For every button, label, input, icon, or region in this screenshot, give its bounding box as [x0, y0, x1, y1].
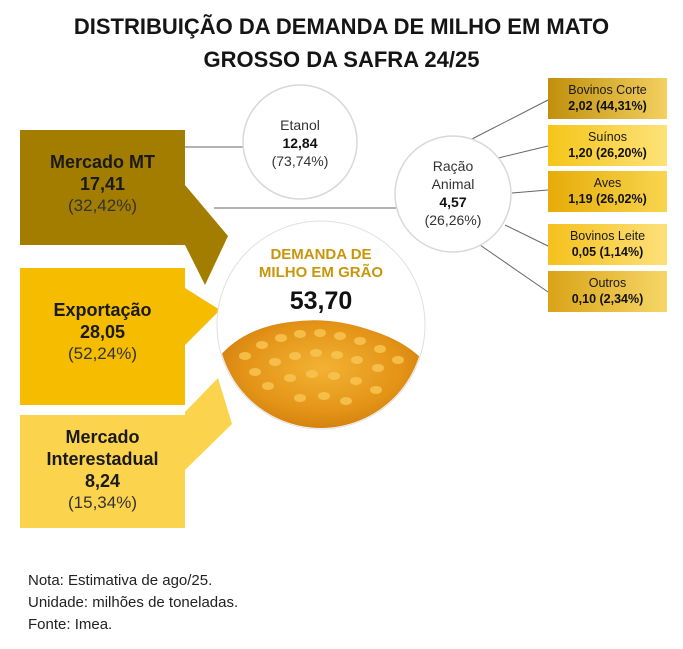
box-suinos: Suínos 1,20 (26,20%) — [548, 128, 667, 162]
connector-bovinos-corte — [469, 99, 549, 141]
etanol-percent: (73,74%) — [271, 153, 329, 169]
box-aves-shape — [548, 171, 667, 212]
note-estimativa: Nota: Estimativa de ago/25. — [28, 572, 213, 589]
racao-percent: (26,26%) — [424, 212, 482, 228]
etanol-label: Etanol — [280, 117, 320, 133]
etanol-value: 12,84 — [282, 135, 318, 151]
center-title-line-1: DEMANDA DE — [270, 246, 372, 263]
racao-circle — [394, 135, 512, 253]
center-title: DEMANDA DE MILHO EM GRÃO — [236, 246, 406, 282]
exportacao-label: Exportação — [53, 300, 152, 320]
block-mercado-mt-shape — [20, 130, 228, 285]
mercado-mt-percent: (32,42%) — [68, 196, 137, 215]
suinos-label: Suínos — [588, 130, 627, 144]
notes: Nota: Estimativa de ago/25. Unidade: mil… — [28, 570, 238, 636]
etanol-circle — [242, 84, 358, 200]
bovinos-corte-label: Bovinos Corte — [568, 83, 647, 97]
interestadual-value: 8,24 — [84, 471, 121, 491]
box-bovinos-leite: Bovinos Leite 0,05 (1,14%) — [548, 227, 667, 261]
bovinos-corte-value: 2,02 (44,31%) — [568, 99, 647, 113]
corn-kernels-image — [218, 320, 424, 428]
box-bovinos-corte: Bovinos Corte 2,02 (44,31%) — [548, 81, 667, 115]
connector-bovinos-leite — [504, 224, 549, 247]
box-aves: Aves 1,19 (26,02%) — [548, 174, 667, 208]
interestadual-label-1: Mercado — [65, 427, 140, 447]
racao-label-1: Ração — [432, 158, 474, 174]
etanol-text: Etanol 12,84 (73,74%) — [250, 116, 350, 170]
racao-value: 4,57 — [439, 194, 467, 210]
box-outros-shape — [548, 271, 667, 312]
note-fonte: Fonte: Imea. — [28, 616, 113, 633]
outros-label: Outros — [588, 276, 627, 290]
interestadual-percent: (15,34%) — [68, 493, 137, 512]
center-title-line-2: MILHO EM GRÃO — [258, 264, 384, 281]
mercado-mt-value: 17,41 — [79, 174, 126, 194]
exportacao-percent: (52,24%) — [68, 344, 137, 363]
connector-aves — [511, 189, 549, 194]
bovinos-leite-value: 0,05 (1,14%) — [571, 245, 644, 259]
block-exportacao-shape — [20, 268, 220, 405]
bovinos-leite-label: Bovinos Leite — [569, 229, 646, 243]
aves-value: 1,19 (26,02%) — [568, 192, 647, 206]
title-line-2: GROSSO DA SAFRA 24/25 — [203, 47, 480, 72]
suinos-value: 1,20 (26,20%) — [568, 146, 647, 160]
box-suinos-shape — [548, 125, 667, 166]
block-exportacao: Exportação 28,05 (52,24%) — [20, 299, 185, 365]
title-line-1: DISTRIBUIÇÃO DA DEMANDA DE MILHO EM MATO — [73, 14, 610, 39]
block-interestadual: Mercado Interestadual 8,24 (15,34%) — [20, 426, 185, 514]
interestadual-label-2: Interestadual — [46, 449, 159, 469]
outros-value: 0,10 (2,34%) — [571, 292, 644, 306]
mercado-mt-label: Mercado MT — [49, 152, 155, 172]
page-title: DISTRIBUIÇÃO DA DEMANDA DE MILHO EM MATO… — [0, 10, 683, 76]
box-bovinos-corte-shape — [548, 78, 667, 119]
note-unidade: Unidade: milhões de toneladas. — [28, 594, 239, 611]
exportacao-value: 28,05 — [79, 322, 126, 342]
connector-suinos — [489, 145, 549, 161]
box-bovinos-leite-shape — [548, 224, 667, 265]
block-mercado-mt: Mercado MT 17,41 (32,42%) — [20, 151, 185, 217]
box-outros: Outros 0,10 (2,34%) — [548, 274, 667, 308]
aves-label: Aves — [593, 176, 622, 190]
block-interestadual-shape — [20, 378, 232, 528]
racao-label-2: Animal — [431, 176, 475, 192]
connector-outros — [479, 244, 549, 293]
racao-text: Ração Animal 4,57 (26,26%) — [403, 157, 503, 229]
center-value: 53,70 — [289, 287, 353, 315]
